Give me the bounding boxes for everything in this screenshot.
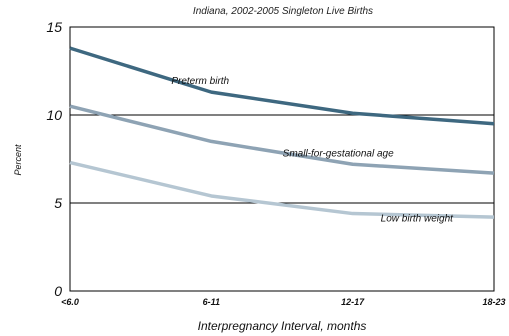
x-tick-label: <6.0 <box>61 297 79 307</box>
series-label: Preterm birth <box>171 76 229 87</box>
series-line-0 <box>69 46 495 126</box>
y-tick-label: 0 <box>54 283 62 299</box>
y-tick-label: 5 <box>54 195 62 211</box>
series-labels: Preterm birth Small-for-gestational age Lo… <box>171 76 454 224</box>
y-axis-ticks: 0 5 10 15 <box>46 19 62 299</box>
plot-frame <box>69 26 495 292</box>
chart-title: Indiana, 2002-2005 Singleton Live Births <box>193 6 373 17</box>
series-line-1 <box>69 104 495 175</box>
x-tick-label: 6-11 <box>203 297 220 307</box>
y-tick-label: 15 <box>46 19 62 35</box>
series-line-2 <box>69 160 495 219</box>
x-axis-ticks: <6.0 6-11 12-17 18-23 <box>61 297 505 307</box>
series-label: Small-for-gestational age <box>283 148 394 159</box>
x-axis-label: Interpregnancy Interval, months <box>198 319 367 333</box>
x-tick-label: 18-23 <box>482 297 505 307</box>
y-axis-label: Percent <box>13 144 23 176</box>
series-lines <box>69 46 495 219</box>
x-tick-label: 12-17 <box>341 297 365 307</box>
y-tick-label: 10 <box>46 107 62 123</box>
series-label: Low birth weight <box>381 214 454 225</box>
